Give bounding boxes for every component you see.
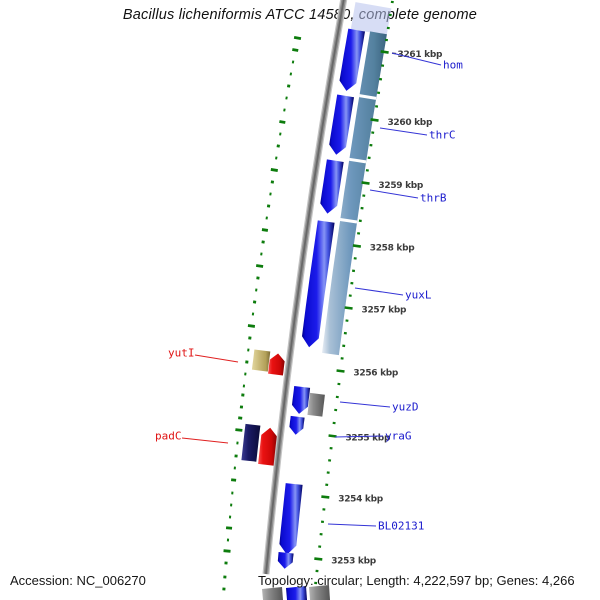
ruler-tick bbox=[314, 557, 323, 561]
leader-line-yutI bbox=[194, 354, 239, 363]
gene-glyph-partial-2[interactable] bbox=[309, 585, 330, 600]
plot-dot bbox=[223, 549, 231, 553]
gene-label-thrB[interactable]: thrB bbox=[420, 192, 447, 205]
ruler-tick bbox=[352, 244, 362, 248]
plot-dot bbox=[286, 84, 291, 88]
ruler-label: 3258 kbp bbox=[370, 244, 416, 254]
ruler-label: 3256 kbp bbox=[353, 369, 399, 379]
gene-glyph-khaki-yuti[interactable] bbox=[251, 349, 271, 372]
accession-text: Accession: NC_006270 bbox=[10, 573, 146, 588]
ruler-tick bbox=[380, 50, 389, 54]
gene-gap bbox=[339, 218, 358, 224]
plot-dot bbox=[247, 324, 256, 328]
gene-label-thrC[interactable]: thrC bbox=[429, 129, 456, 142]
ruler-label: 3257 kbp bbox=[361, 306, 407, 316]
genome-backbone bbox=[265, 0, 345, 575]
gene-label-yutI[interactable]: yutI bbox=[168, 347, 195, 360]
gene-glyph-blue-mid-2[interactable] bbox=[289, 415, 305, 435]
plot-dot bbox=[235, 428, 243, 432]
leader-line-thrC bbox=[379, 127, 428, 136]
gene-glyph-red-padc[interactable] bbox=[258, 427, 278, 466]
gene-label-hom[interactable]: hom bbox=[443, 59, 463, 72]
gene-label-yraG[interactable]: yraG bbox=[385, 430, 412, 443]
ruler-label: 3261 kbp bbox=[398, 50, 444, 60]
ruler-label: 3259 kbp bbox=[378, 181, 424, 191]
gene-glyph-blue-seg-3[interactable] bbox=[320, 159, 344, 214]
gene-glyph-navy-padc[interactable] bbox=[241, 423, 261, 462]
gene-label-yuxL[interactable]: yuxL bbox=[405, 289, 432, 302]
gene-glyph-blue-small-bottom[interactable] bbox=[277, 552, 294, 569]
gene-glyph-steel-band[interactable] bbox=[322, 31, 387, 356]
plot-dot bbox=[292, 48, 299, 52]
leader-line-BL02131 bbox=[327, 523, 377, 527]
plot-dot bbox=[225, 526, 233, 530]
ruler-tick bbox=[328, 434, 337, 438]
ruler-label: 3253 kbp bbox=[331, 556, 377, 566]
topology-text: Topology: circular; Length: 4,222,597 bp… bbox=[258, 573, 575, 588]
gene-glyph-blue-mid-1[interactable] bbox=[292, 386, 311, 414]
gene-glyph-blue-seg-2[interactable] bbox=[329, 94, 354, 155]
gene-glyph-gray-mid[interactable] bbox=[307, 392, 325, 417]
ruler-tick bbox=[336, 369, 345, 373]
ruler-tick bbox=[370, 118, 379, 122]
ruler-label: 3260 kbp bbox=[387, 118, 433, 128]
ruler-label: 3254 kbp bbox=[338, 494, 384, 504]
gene-label-padC[interactable]: padC bbox=[155, 430, 182, 443]
ruler-tick bbox=[344, 306, 353, 310]
plot-dot bbox=[293, 35, 302, 41]
leader-line-yuxL bbox=[354, 287, 404, 296]
leader-line-padC bbox=[181, 437, 229, 444]
gene-glyph-partial-0[interactable] bbox=[262, 587, 283, 600]
ruler-tick bbox=[321, 495, 330, 499]
ruler-tick bbox=[361, 181, 370, 185]
clipped-gene-band bbox=[350, 2, 392, 36]
gene-gap bbox=[359, 94, 377, 100]
leader-line-yraG bbox=[334, 435, 384, 438]
plot-dot bbox=[279, 120, 286, 124]
plot-dot bbox=[270, 168, 278, 172]
ruler-label: 3255 kbp bbox=[345, 434, 391, 444]
gene-glyph-blue-long-bl02131[interactable] bbox=[279, 483, 303, 555]
plot-dot bbox=[261, 228, 269, 232]
gene-glyph-red-yuti[interactable] bbox=[268, 353, 285, 376]
gene-label-BL02131[interactable]: BL02131 bbox=[378, 520, 424, 533]
leader-line-yuzD bbox=[339, 401, 391, 408]
gene-glyph-blue-seg-1[interactable] bbox=[339, 28, 366, 91]
gene-glyph-blue-seg-4[interactable] bbox=[302, 220, 335, 348]
leader-line-thrB bbox=[369, 189, 419, 199]
gene-glyph-partial-1[interactable] bbox=[286, 586, 307, 600]
gene-gap bbox=[348, 157, 367, 164]
plot-dot bbox=[255, 264, 264, 268]
gene-label-yuzD[interactable]: yuzD bbox=[392, 401, 419, 414]
leader-line-hom bbox=[391, 52, 442, 66]
